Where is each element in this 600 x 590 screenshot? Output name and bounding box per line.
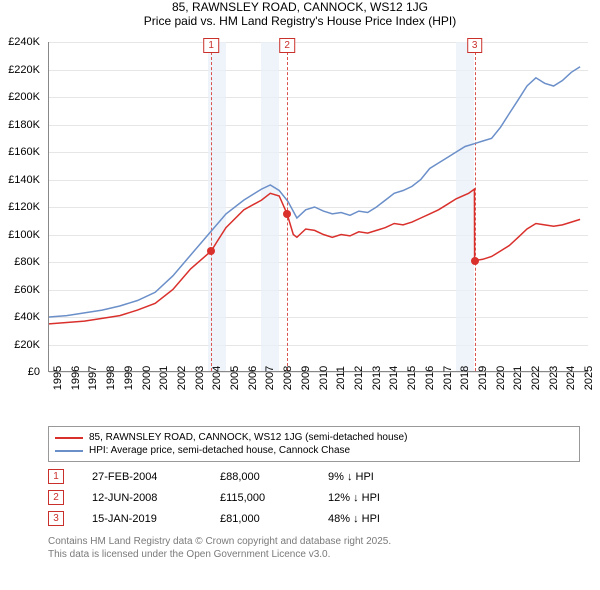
series-hpi	[49, 67, 580, 317]
y-tick-label: £20K	[0, 339, 40, 351]
footer-line2: This data is licensed under the Open Gov…	[48, 548, 580, 561]
x-tick-label: 2002	[176, 366, 188, 390]
x-tick-label: 2010	[318, 366, 330, 390]
x-tick-label: 2017	[442, 366, 454, 390]
event-diff: 48% ↓ HPI	[328, 513, 428, 525]
x-tick-label: 1999	[123, 366, 135, 390]
data-marker	[283, 210, 291, 218]
x-tick-label: 2000	[141, 366, 153, 390]
x-tick-label: 2019	[477, 366, 489, 390]
x-tick-label: 1998	[105, 366, 117, 390]
x-tick-label: 2015	[406, 366, 418, 390]
y-tick-label: £60K	[0, 284, 40, 296]
event-diff: 12% ↓ HPI	[328, 492, 428, 504]
event-row: 3 15-JAN-2019 £81,000 48% ↓ HPI	[48, 508, 580, 529]
x-tick-label: 2003	[194, 366, 206, 390]
event-price: £88,000	[220, 471, 300, 483]
x-tick-label: 2016	[424, 366, 436, 390]
x-tick-label: 2020	[495, 366, 507, 390]
legend-label: HPI: Average price, semi-detached house,…	[89, 445, 350, 456]
event-badge: 3	[48, 511, 64, 526]
x-tick-label: 1995	[52, 366, 64, 390]
series-svg	[49, 42, 589, 372]
footer-attribution: Contains HM Land Registry data © Crown c…	[48, 535, 580, 561]
x-tick-label: 2005	[229, 366, 241, 390]
x-tick-label: 1996	[70, 366, 82, 390]
x-tick-label: 2012	[353, 366, 365, 390]
y-tick-label: £160K	[0, 146, 40, 158]
legend-swatch	[55, 437, 83, 439]
event-date: 15-JAN-2019	[92, 513, 192, 525]
y-tick-label: £240K	[0, 36, 40, 48]
x-tick-label: 2008	[282, 366, 294, 390]
event-row: 1 27-FEB-2004 £88,000 9% ↓ HPI	[48, 466, 580, 487]
y-tick-label: £0	[0, 366, 40, 378]
y-tick-label: £220K	[0, 64, 40, 76]
x-tick-label: 2007	[264, 366, 276, 390]
y-tick-label: £40K	[0, 311, 40, 323]
event-diff: 9% ↓ HPI	[328, 471, 428, 483]
x-tick-label: 1997	[87, 366, 99, 390]
event-date: 27-FEB-2004	[92, 471, 192, 483]
data-marker	[207, 247, 215, 255]
x-tick-label: 2025	[583, 366, 595, 390]
x-tick-label: 2013	[371, 366, 383, 390]
legend-row: 85, RAWNSLEY ROAD, CANNOCK, WS12 1JG (se…	[55, 431, 573, 444]
x-tick-label: 2021	[512, 366, 524, 390]
x-tick-label: 2024	[565, 366, 577, 390]
chart-area: 123 £0 £20K £40K £60K £80K £100K £120K £140K £16…	[0, 34, 600, 414]
legend-row: HPI: Average price, semi-detached house,…	[55, 444, 573, 457]
legend: 85, RAWNSLEY ROAD, CANNOCK, WS12 1JG (se…	[48, 426, 580, 462]
event-price: £115,000	[220, 492, 300, 504]
event-badge: 1	[48, 469, 64, 484]
event-badge: 2	[48, 490, 64, 505]
x-tick-label: 2022	[530, 366, 542, 390]
data-marker	[471, 257, 479, 265]
event-price: £81,000	[220, 513, 300, 525]
event-date: 12-JUN-2008	[92, 492, 192, 504]
y-tick-label: £180K	[0, 119, 40, 131]
x-tick-label: 2006	[247, 366, 259, 390]
footer-line1: Contains HM Land Registry data © Crown c…	[48, 535, 580, 548]
x-tick-label: 2001	[158, 366, 170, 390]
y-tick-label: £200K	[0, 91, 40, 103]
x-tick-label: 2009	[300, 366, 312, 390]
x-tick-label: 2018	[459, 366, 471, 390]
x-tick-label: 2004	[211, 366, 223, 390]
y-tick-label: £100K	[0, 229, 40, 241]
legend-label: 85, RAWNSLEY ROAD, CANNOCK, WS12 1JG (se…	[89, 432, 407, 443]
event-table: 1 27-FEB-2004 £88,000 9% ↓ HPI 2 12-JUN-2008 £…	[48, 466, 580, 529]
y-tick-label: £140K	[0, 174, 40, 186]
plot-region: 123	[48, 42, 588, 372]
x-tick-label: 2014	[388, 366, 400, 390]
y-tick-label: £120K	[0, 201, 40, 213]
event-row: 2 12-JUN-2008 £115,000 12% ↓ HPI	[48, 487, 580, 508]
chart-subtitle: Price paid vs. HM Land Registry's House …	[0, 14, 600, 28]
legend-swatch	[55, 450, 83, 452]
x-tick-label: 2011	[335, 366, 347, 390]
x-tick-label: 2023	[548, 366, 560, 390]
chart-title: 85, RAWNSLEY ROAD, CANNOCK, WS12 1JG	[0, 0, 600, 14]
y-tick-label: £80K	[0, 256, 40, 268]
